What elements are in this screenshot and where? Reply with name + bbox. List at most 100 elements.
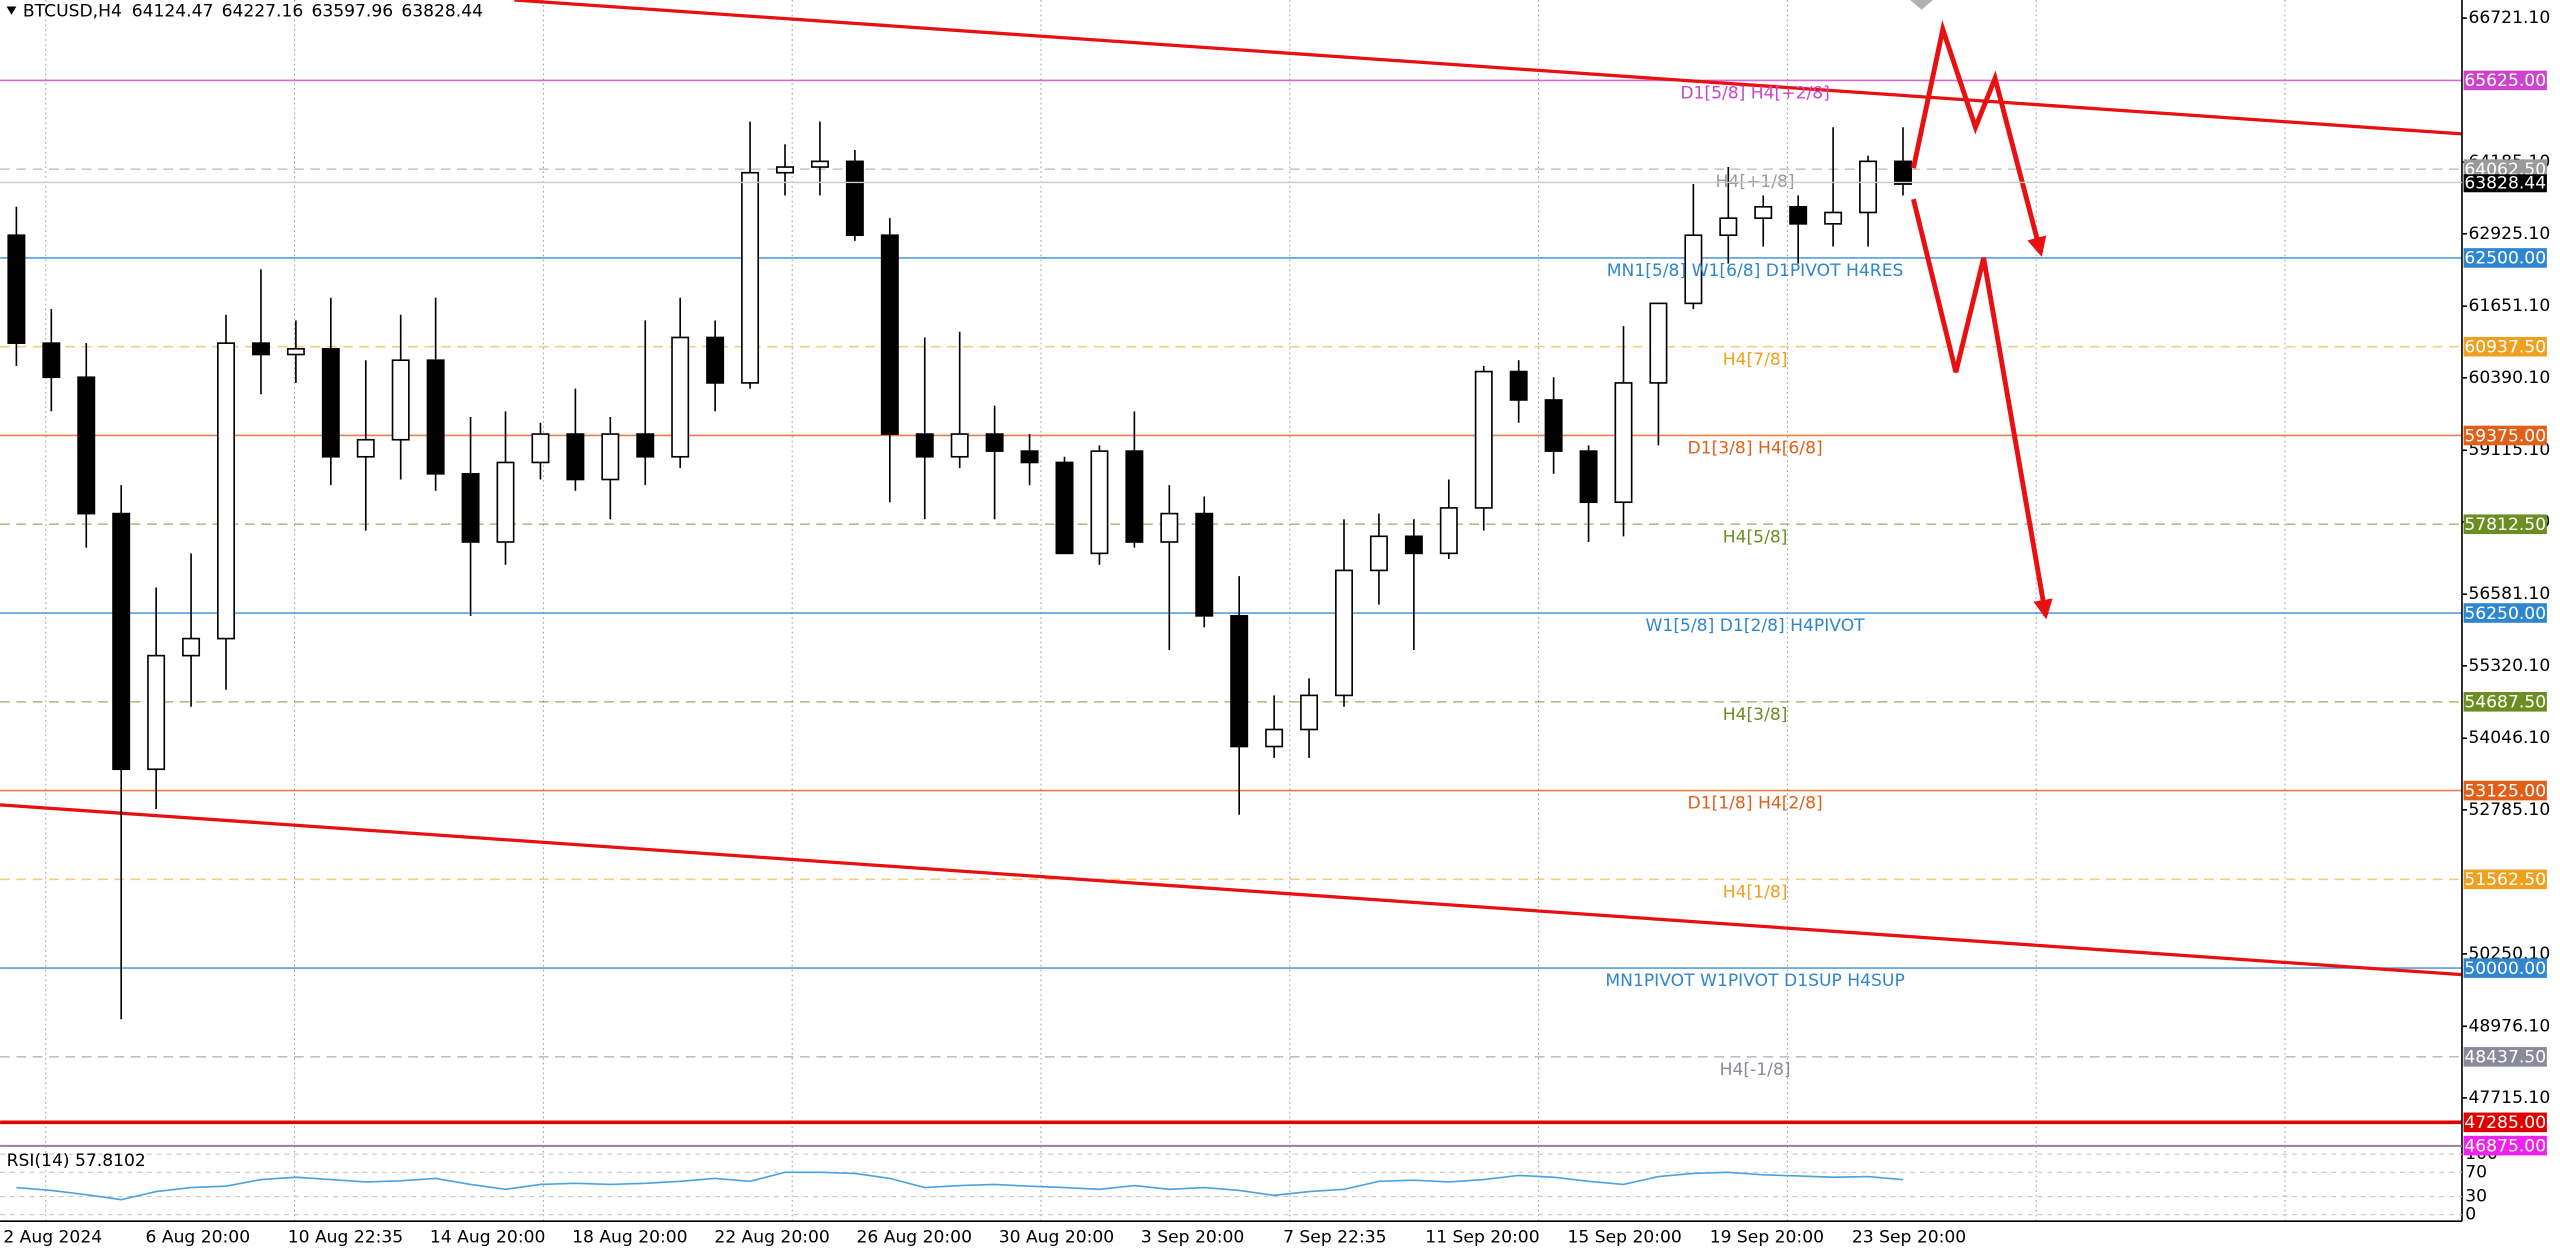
candle-body: [706, 336, 725, 384]
low-value: 63597.96: [311, 1, 393, 21]
candle-body: [217, 342, 235, 640]
level-label: 51562.50: [2464, 870, 2546, 890]
header: BTCUSD,H4 64124.47 64227.16 63597.96 63828.4…: [23, 1, 483, 21]
level-badge: [2463, 691, 2547, 712]
level-text: D1[5/8] H4[+2/8]: [1680, 83, 1830, 103]
candle-body: [915, 433, 934, 458]
level-label: 54687.50: [2464, 693, 2546, 713]
level-label: 48437.50: [2464, 1048, 2546, 1068]
trend-line: [0, 803, 2463, 977]
x-tick-label: 3 Sep 20:00: [1141, 1227, 1244, 1247]
candle-body: [671, 336, 690, 458]
y-tick-label: 55320.10: [2469, 656, 2551, 676]
level-badge: [2463, 248, 2547, 268]
level-badge: [2463, 159, 2547, 179]
candle-body: [1160, 512, 1179, 543]
level-text: H4[-1/8]: [1720, 1060, 1791, 1080]
candle-body: [356, 438, 375, 458]
level-badge: [2463, 1135, 2547, 1156]
candle-body: [531, 433, 550, 464]
candle-body: [776, 166, 794, 174]
forecast-arrow: [1911, 20, 2047, 257]
x-tick-label: 2 Aug 2024: [3, 1227, 102, 1247]
rsi-line: [16, 1171, 1904, 1201]
candle-body: [1719, 217, 1738, 237]
candle-body: [636, 433, 655, 458]
level-badge: [2463, 336, 2547, 357]
x-tick-label: 15 Sep 20:00: [1567, 1227, 1681, 1247]
candle-body: [1579, 450, 1598, 504]
x-tick-label: 7 Sep 22:35: [1283, 1227, 1386, 1247]
candle-body: [1649, 302, 1668, 384]
rsi-label: RSI(14) 57.8102: [7, 1151, 146, 1171]
level-label: 59375.00: [2464, 426, 2546, 446]
candle-body: [426, 359, 445, 475]
trend-line: [514, 0, 2463, 136]
candle-body: [77, 376, 96, 515]
candle-body: [601, 433, 620, 481]
candle-body: [880, 234, 899, 435]
candle-body: [741, 171, 760, 384]
marker: [1910, 0, 1934, 10]
level-text: H4[5/8]: [1723, 527, 1788, 547]
candle-body: [182, 637, 201, 657]
candles: [7, 121, 1912, 1020]
y-tick-label: 54046.10: [2469, 728, 2551, 748]
candle-body: [985, 433, 1004, 452]
candle-body: [112, 512, 131, 771]
level-badge: [2463, 1112, 2547, 1133]
candle-body: [1614, 382, 1633, 504]
open-value: 64124.47: [132, 1, 214, 21]
menu-triangle: [6, 6, 17, 15]
level-badge: [2463, 70, 2547, 91]
x-tick-label: 11 Sep 20:00: [1425, 1227, 1539, 1247]
candle-body: [1684, 234, 1703, 305]
symbol: BTCUSD,H4: [23, 1, 122, 21]
rsi-tick-label: 70: [2465, 1162, 2487, 1182]
candle-body: [1335, 569, 1353, 697]
level-text: H4[3/8]: [1723, 705, 1788, 725]
candle-body: [950, 433, 969, 458]
candle-body: [566, 433, 585, 481]
level-badge: [2463, 869, 2547, 890]
level-badge: [2463, 1047, 2547, 1067]
level-badge: [2463, 425, 2547, 446]
candle-body: [1369, 535, 1388, 572]
y-tick-label: 61651.10: [2469, 296, 2551, 316]
level-label: 57812.50: [2464, 515, 2546, 535]
y-tick-label: 56581.10: [2469, 584, 2551, 604]
candle-body: [42, 342, 61, 379]
level-label: 47285.00: [2464, 1113, 2546, 1133]
candle-body: [1090, 450, 1109, 555]
axes: 66721.1064185.1062925.1061651.1060390.10…: [0, 8, 2550, 1247]
high-value: 64227.16: [222, 1, 304, 21]
y-tick-label: 66721.10: [2469, 8, 2551, 28]
x-tick-label: 23 Sep 20:00: [1852, 1227, 1966, 1247]
candle-body: [321, 348, 340, 458]
rsi-tick-label: 30: [2465, 1187, 2487, 1207]
level-label: 53125.00: [2464, 781, 2546, 801]
level-label: 56250.00: [2464, 604, 2546, 624]
level-text: MN1[5/8] W1[6/8] D1PIVOT H4RES: [1607, 261, 1904, 281]
level-text: H4[7/8]: [1723, 350, 1788, 370]
level-label: 50000.00: [2464, 959, 2546, 979]
level-badge: [2463, 514, 2547, 535]
x-tick-label: 14 Aug 20:00: [430, 1227, 545, 1247]
y-tick-label: 52785.10: [2469, 800, 2551, 820]
candle-body: [1230, 615, 1249, 748]
candle-body: [286, 348, 305, 356]
forecast-arrow: [1911, 198, 2053, 620]
level-label: 62500.00: [2464, 249, 2546, 269]
close-value: 63828.44: [401, 1, 483, 21]
candle-body: [1439, 507, 1458, 555]
y-tick-label: 60390.10: [2469, 368, 2551, 388]
x-tick-label: 18 Aug 20:00: [572, 1227, 687, 1247]
bid-badge: [2463, 174, 2547, 193]
candle-body: [1474, 370, 1493, 509]
level-badge: [2463, 958, 2547, 978]
level-text: MN1PIVOT W1PIVOT D1SUP H4SUP: [1605, 971, 1904, 991]
level-badge: [2463, 603, 2547, 623]
candle-body: [1509, 370, 1528, 401]
candle-body: [461, 473, 480, 543]
